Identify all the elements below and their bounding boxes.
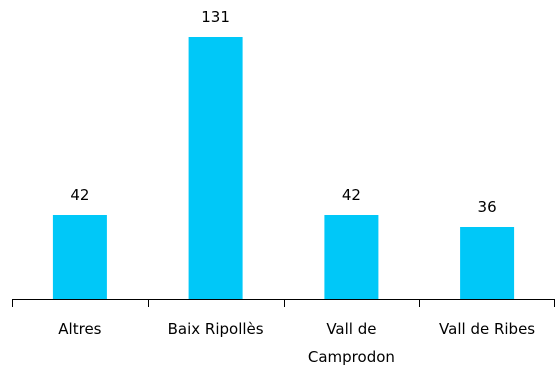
bar-value-label: 42 — [342, 186, 361, 204]
bar — [324, 215, 379, 299]
category-label: Altres — [58, 320, 101, 338]
bar — [460, 227, 515, 299]
category-label: Vall de Ribes — [439, 320, 535, 338]
bar-value-label: 131 — [201, 8, 230, 26]
bar-value-label: 42 — [70, 186, 89, 204]
category-labels-layer: Altres Baix Ripollès Vall de Camprodon Vall … — [58, 320, 535, 366]
category-label: Camprodon — [308, 348, 395, 366]
category-label: Vall de — [326, 320, 376, 338]
bar — [52, 215, 107, 299]
bar — [188, 37, 243, 299]
bar-value-label: 36 — [478, 198, 497, 216]
bars-layer — [52, 37, 515, 299]
x-axis — [12, 299, 555, 307]
data-labels-layer: 42 131 42 36 — [70, 8, 496, 216]
category-label: Baix Ripollès — [168, 320, 264, 338]
